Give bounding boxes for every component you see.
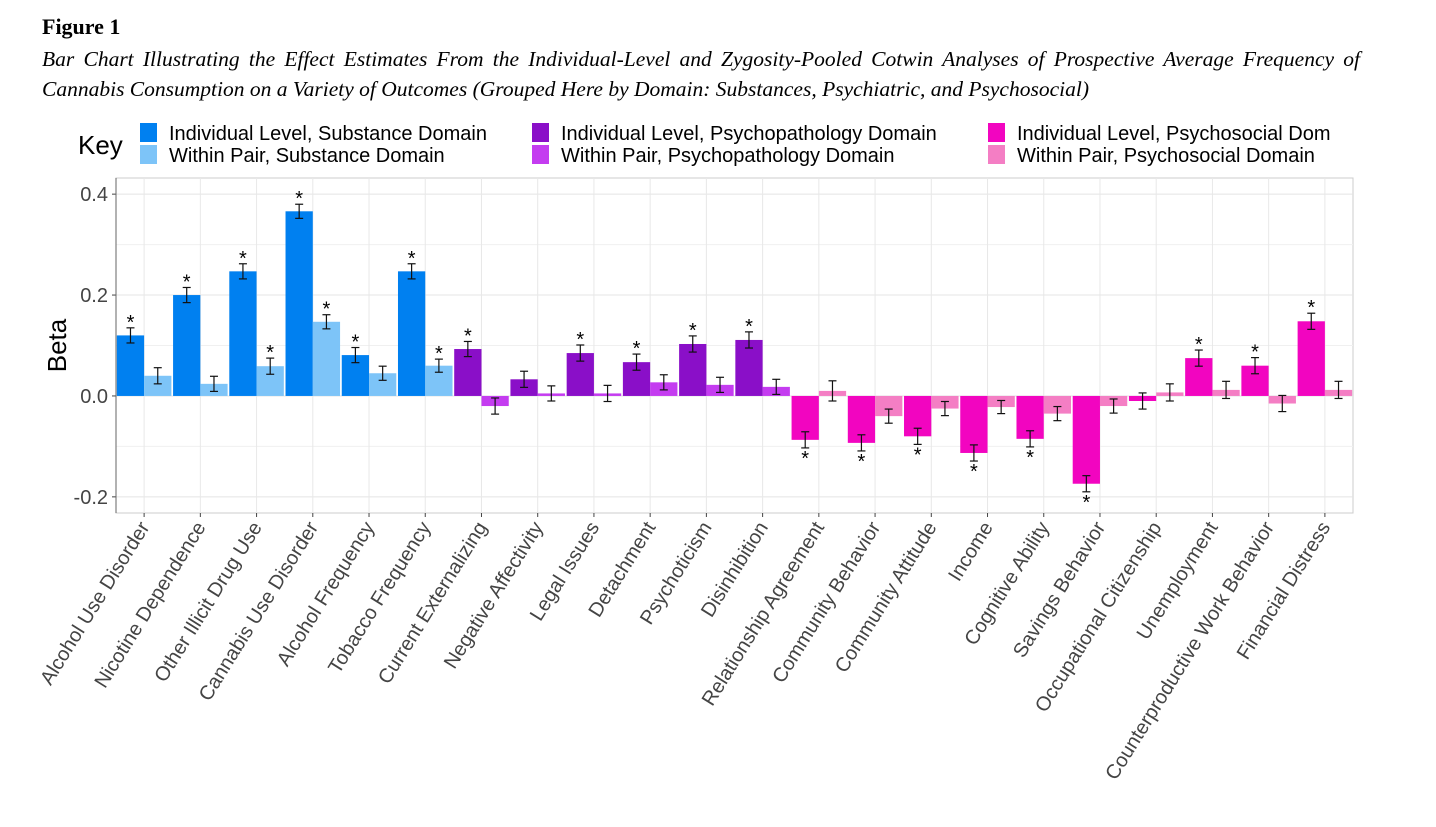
significance-marker: * <box>351 332 359 354</box>
bar <box>229 271 257 396</box>
significance-marker: * <box>239 248 247 270</box>
legend-swatch <box>140 123 157 142</box>
significance-marker: * <box>633 338 641 360</box>
legend-swatch <box>988 145 1005 164</box>
legend-swatch <box>532 123 549 142</box>
y-axis-title: Beta <box>42 318 72 372</box>
significance-marker: * <box>295 188 303 210</box>
significance-marker: * <box>1082 492 1090 514</box>
x-tick-label: Current Externalizing <box>374 518 492 688</box>
legend-label: Within Pair, Substance Domain <box>169 145 445 167</box>
significance-marker: * <box>745 316 753 338</box>
x-tick-label: Nicotine Dependence <box>91 518 211 692</box>
bar <box>144 375 172 396</box>
x-tick-label: Tobacco Frequency <box>324 518 435 678</box>
bar <box>369 373 397 396</box>
bar <box>1072 395 1100 484</box>
bar <box>1297 321 1325 396</box>
x-tick-label: Alcohol Use Disorder <box>36 518 154 689</box>
bar <box>735 339 763 396</box>
significance-marker: * <box>266 342 274 364</box>
y-tick-label: 0.4 <box>80 184 108 206</box>
legend-swatch <box>532 145 549 164</box>
bar <box>312 321 341 396</box>
figure-caption: Bar Chart Illustrating the Effect Estima… <box>42 47 1360 101</box>
legend-label: Individual Level, Psychopathology Domain <box>561 123 937 145</box>
significance-marker: * <box>464 325 472 347</box>
x-tick-label: Community Attitude <box>831 518 942 677</box>
significance-marker: * <box>801 448 809 470</box>
bar <box>397 271 426 396</box>
bar <box>285 211 313 396</box>
significance-marker: * <box>914 444 922 466</box>
significance-marker: * <box>1251 342 1259 364</box>
bar <box>173 295 201 396</box>
legend-label: Individual Level, Psychosocial Dom <box>1017 123 1331 145</box>
significance-marker: * <box>689 320 697 342</box>
significance-marker: * <box>1195 334 1203 356</box>
bar <box>1043 395 1072 414</box>
y-tick-label: 0.2 <box>80 285 108 307</box>
bar <box>875 395 903 417</box>
significance-marker: * <box>323 299 331 321</box>
x-tick-label: Alcohol Frequency <box>273 518 379 670</box>
y-tick-label: -0.2 <box>74 487 108 509</box>
x-tick-label: Income <box>944 518 997 585</box>
significance-marker: * <box>408 248 416 270</box>
bar <box>960 395 988 453</box>
y-tick-label: 0.0 <box>80 386 108 408</box>
legend-swatch <box>140 145 157 164</box>
significance-marker: * <box>858 451 866 473</box>
x-tick-label: Other Illicit Drug Use <box>150 518 266 686</box>
legend-title: Key <box>78 130 123 160</box>
figure-label: Figure 1 <box>42 14 121 39</box>
legend-label: Within Pair, Psychopathology Domain <box>561 145 895 167</box>
significance-marker: * <box>183 271 191 293</box>
x-tick-label: Negative Affectivity <box>440 518 548 673</box>
legend-label: Individual Level, Substance Domain <box>169 123 487 145</box>
significance-marker: * <box>1307 297 1315 319</box>
legend-swatch <box>988 123 1005 142</box>
x-tick-label: Community Behavior <box>768 518 885 687</box>
significance-marker: * <box>1026 447 1034 469</box>
legend-label: Within Pair, Psychosocial Domain <box>1017 145 1315 167</box>
bar <box>116 335 145 396</box>
significance-marker: * <box>435 343 443 365</box>
significance-marker: * <box>970 461 978 483</box>
significance-marker: * <box>127 312 135 334</box>
significance-marker: * <box>576 329 584 351</box>
